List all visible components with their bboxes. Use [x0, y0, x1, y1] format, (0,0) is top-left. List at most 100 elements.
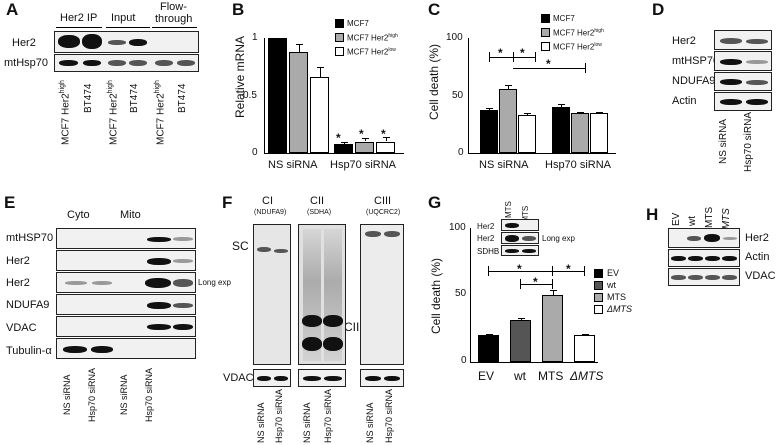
blot-band	[522, 249, 536, 253]
legend-label: MCF7 Her2low	[347, 48, 396, 57]
header-flow: Flow-	[160, 1, 187, 13]
lane-label: MCF7 Her2high	[154, 80, 166, 145]
header-underline	[106, 27, 150, 28]
blot-row	[56, 294, 196, 315]
lane-label: Hsp70 siRNA	[384, 388, 394, 443]
y-axis-label: Cell death (%)	[429, 257, 443, 334]
header-input: Input	[111, 12, 136, 24]
significance-bracket	[584, 266, 585, 276]
legend-sup: high	[388, 33, 398, 39]
lane-label: Hsp70 siRNA	[87, 367, 97, 422]
blot-band	[63, 346, 87, 353]
blot-band	[746, 39, 768, 44]
chart-bar	[376, 141, 395, 153]
header-mito: Mito	[120, 209, 141, 221]
blot-band	[720, 59, 742, 65]
blot-ndufa9	[714, 72, 772, 91]
blot-band	[302, 315, 322, 327]
lane-label-sup: high	[154, 80, 161, 94]
blot-band	[145, 278, 171, 288]
blot-band	[173, 259, 193, 263]
lane-label: MTS	[704, 206, 715, 228]
y-axis-label: Cell death (%)	[427, 43, 441, 120]
inset-row-label: Her2	[477, 222, 495, 231]
chart-bar	[334, 143, 353, 153]
blot-band	[365, 376, 381, 381]
blot-band	[720, 38, 742, 44]
blot-row	[56, 272, 196, 293]
legend-text: MCF7 Her2	[553, 28, 595, 38]
complex-sublabel: (SDHA)	[307, 209, 332, 216]
blot-band	[705, 256, 720, 261]
row-label: VDAC	[6, 322, 37, 334]
legend-label: MTS	[607, 292, 626, 302]
y-tick-label: 50	[452, 90, 464, 101]
blot-band	[302, 337, 322, 351]
error-bar-cap	[486, 108, 493, 110]
panel-letter-g: G	[428, 193, 442, 212]
blot-band	[323, 337, 343, 351]
row-label: Her2	[6, 277, 30, 289]
y-axis	[468, 38, 469, 153]
row-label-mthsp70: mtHsp70	[4, 57, 49, 69]
significance-bracket	[488, 271, 552, 272]
blot-band	[671, 275, 686, 280]
legend-swatch	[335, 33, 344, 42]
blot-band	[65, 281, 87, 285]
blot-band	[147, 237, 171, 242]
blot-band	[92, 281, 112, 285]
blot-band	[384, 376, 400, 381]
significance-bracket	[520, 279, 521, 289]
blot-band	[274, 249, 288, 253]
error-bar-cap	[505, 85, 512, 87]
error-bar	[520, 317, 522, 321]
blot-band	[505, 223, 519, 228]
x-category-label: wt	[514, 369, 526, 383]
blot-band	[324, 376, 342, 381]
blot-band	[505, 235, 519, 242]
blot-vdac	[298, 369, 346, 387]
lane-label-sup: high	[107, 80, 114, 94]
blot-her2	[54, 31, 199, 53]
blot-band	[384, 231, 400, 237]
lane-label: Hsp70 siRNA	[274, 388, 284, 443]
blot-row	[56, 250, 196, 271]
blot-band	[323, 315, 343, 327]
blot-band	[505, 249, 519, 253]
blot-band	[173, 303, 193, 308]
chart-bar	[542, 295, 563, 362]
row-label: Her2	[745, 232, 769, 244]
blot-band	[704, 234, 720, 242]
lane-label-text: MCF7 Her2	[155, 93, 167, 145]
legend-label: MCF7	[553, 14, 575, 23]
error-bar-cap	[340, 141, 348, 143]
lane-label: BT474	[177, 83, 188, 113]
row-label: NDUFA9	[6, 299, 50, 311]
blot-band	[173, 279, 193, 287]
significance-bracket	[535, 52, 536, 62]
blot-band	[82, 34, 102, 49]
chart-bar	[574, 335, 595, 362]
significance-bracket	[552, 271, 584, 272]
lane-label-sup: high	[59, 80, 66, 94]
chart-bar	[355, 141, 374, 153]
lane-label: NS siRNA	[119, 374, 129, 415]
significance-bracket	[513, 68, 585, 69]
gel-lane	[324, 229, 342, 361]
native-gel-ci	[253, 224, 291, 365]
chart-bar	[478, 335, 499, 362]
y-tick-label: 100	[449, 222, 466, 233]
header-underline	[152, 27, 197, 28]
blot-band	[303, 376, 321, 381]
legend-swatch	[335, 47, 344, 56]
blot-band	[108, 60, 126, 66]
blot-band	[59, 60, 78, 66]
significance-star: *	[520, 46, 525, 60]
error-bar-cap	[596, 111, 603, 113]
legend-label: MCF7	[347, 19, 369, 28]
error-bar-cap	[549, 289, 557, 291]
blot-band	[688, 275, 703, 280]
row-label: Actin	[672, 95, 697, 107]
blot-her2	[668, 228, 740, 248]
blot-band	[274, 376, 288, 381]
